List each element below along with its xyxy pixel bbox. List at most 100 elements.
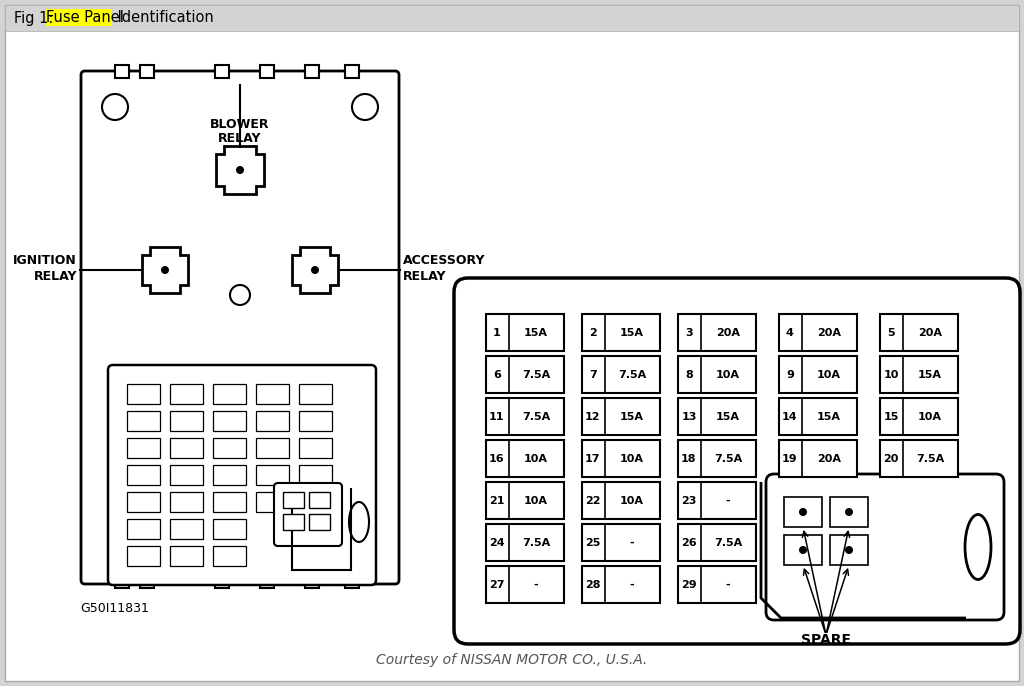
Text: 15A: 15A [620, 327, 644, 338]
Bar [486, 398, 564, 435]
Text: 18: 18 [681, 453, 696, 464]
Bar [5, 5, 1019, 31]
Text: 7.5A: 7.5A [522, 412, 550, 421]
Circle shape [799, 508, 807, 516]
Text: 15A: 15A [716, 412, 740, 421]
Text: 7.5A: 7.5A [522, 370, 550, 379]
Circle shape [102, 94, 128, 120]
Bar [678, 566, 756, 603]
Bar [299, 411, 332, 431]
Bar [784, 497, 822, 527]
Bar [170, 492, 203, 512]
Circle shape [799, 546, 807, 554]
Text: 15A: 15A [918, 370, 942, 379]
Text: 3: 3 [685, 327, 692, 338]
Bar [170, 384, 203, 404]
Bar [127, 546, 160, 566]
Bar [213, 438, 246, 458]
Bar [880, 398, 958, 435]
Bar [140, 65, 154, 78]
Bar [678, 440, 756, 477]
Bar [256, 411, 289, 431]
Bar [880, 314, 958, 351]
Text: Fig 1:: Fig 1: [14, 10, 58, 25]
Text: 9: 9 [786, 370, 794, 379]
Text: 15A: 15A [620, 412, 644, 421]
Bar [880, 356, 958, 393]
FancyBboxPatch shape [81, 71, 399, 584]
Text: 7.5A: 7.5A [522, 538, 550, 547]
Bar [260, 577, 274, 588]
Bar [779, 314, 857, 351]
Bar [299, 438, 332, 458]
Text: 10A: 10A [620, 453, 644, 464]
Circle shape [161, 266, 169, 274]
Bar [582, 356, 660, 393]
Text: -: - [630, 538, 634, 547]
Bar [779, 356, 857, 393]
Circle shape [311, 266, 319, 274]
Bar [779, 440, 857, 477]
Bar [305, 65, 319, 78]
Text: 10A: 10A [620, 495, 644, 506]
Bar [305, 577, 319, 588]
Text: IGNITION: IGNITION [13, 254, 77, 266]
Text: 19: 19 [782, 453, 798, 464]
Text: 20A: 20A [918, 327, 942, 338]
Bar [830, 535, 868, 565]
Text: RELAY: RELAY [218, 132, 262, 145]
Text: 8: 8 [685, 370, 693, 379]
Text: 7.5A: 7.5A [617, 370, 646, 379]
Bar [309, 492, 330, 508]
Text: 14: 14 [782, 412, 798, 421]
Bar [127, 438, 160, 458]
Text: 7.5A: 7.5A [714, 453, 742, 464]
Bar [486, 482, 564, 519]
Bar [309, 514, 330, 530]
Text: 10A: 10A [524, 495, 548, 506]
Bar [140, 577, 154, 588]
Text: 21: 21 [489, 495, 505, 506]
Bar [345, 65, 359, 78]
Text: 29: 29 [681, 580, 696, 589]
Bar [678, 524, 756, 561]
Polygon shape [216, 146, 264, 194]
Bar [299, 384, 332, 404]
Circle shape [230, 285, 250, 305]
Bar [582, 482, 660, 519]
Text: 7: 7 [589, 370, 597, 379]
Circle shape [236, 166, 244, 174]
Text: 7.5A: 7.5A [915, 453, 944, 464]
Bar [830, 497, 868, 527]
Bar [880, 440, 958, 477]
Text: 25: 25 [586, 538, 601, 547]
Bar [115, 65, 129, 78]
Text: -: - [534, 580, 539, 589]
FancyBboxPatch shape [454, 278, 1020, 644]
Bar [127, 384, 160, 404]
Bar [115, 577, 129, 588]
Bar [678, 314, 756, 351]
Text: 11: 11 [489, 412, 505, 421]
Bar [779, 398, 857, 435]
Bar [213, 519, 246, 539]
Text: 15A: 15A [817, 412, 841, 421]
Bar [170, 519, 203, 539]
Text: -: - [726, 495, 730, 506]
Text: 1: 1 [493, 327, 501, 338]
Bar [256, 492, 289, 512]
Text: 7.5A: 7.5A [714, 538, 742, 547]
Text: Courtesy of NISSAN MOTOR CO., U.S.A.: Courtesy of NISSAN MOTOR CO., U.S.A. [376, 653, 648, 667]
Text: 20A: 20A [817, 453, 841, 464]
Bar [256, 384, 289, 404]
Bar [345, 577, 359, 588]
Bar [256, 438, 289, 458]
Text: 17: 17 [585, 453, 601, 464]
Text: 16: 16 [489, 453, 505, 464]
Ellipse shape [965, 514, 991, 580]
Ellipse shape [349, 502, 369, 542]
Text: 15: 15 [884, 412, 899, 421]
Text: RELAY: RELAY [34, 270, 77, 283]
Text: 20: 20 [884, 453, 899, 464]
Bar [127, 411, 160, 431]
